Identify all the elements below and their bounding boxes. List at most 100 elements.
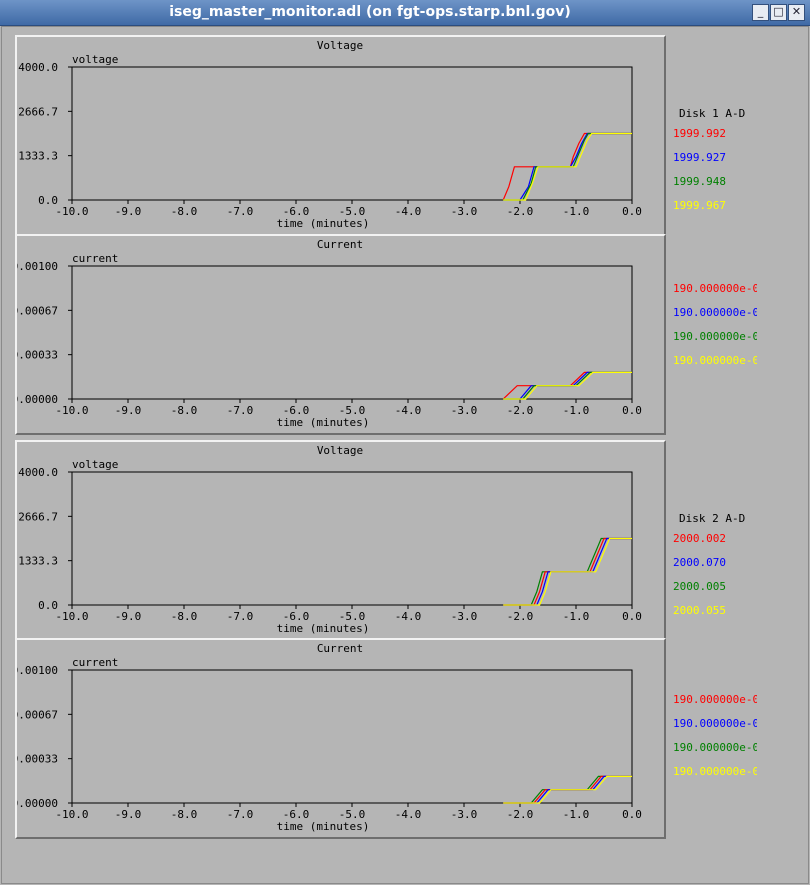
disk1-voltage-b: 1999.927 <box>673 151 726 164</box>
maximize-icon[interactable]: □ <box>770 4 787 21</box>
x-tick-label: -10.0 <box>55 205 88 218</box>
x-tick-label: 0.0 <box>622 205 642 218</box>
y-tick-label: 2666.7 <box>18 510 58 523</box>
disk1-current-c: 190.000000e-08 <box>673 330 757 343</box>
x-tick-label: -2.0 <box>507 808 534 821</box>
x-tick-label: -7.0 <box>227 808 254 821</box>
x-tick-label: -9.0 <box>115 404 142 417</box>
x-axis-label: time (minutes) <box>277 217 370 230</box>
window-title: iseg_master_monitor.adl (on fgt-ops.star… <box>169 4 571 20</box>
disk1-voltage-a: 1999.992 <box>673 127 726 140</box>
disk1-current-b: 190.000000e-08 <box>673 306 757 319</box>
y-axis-label: voltage <box>72 53 118 66</box>
x-tick-label: -5.0 <box>339 610 366 623</box>
legend-header-disk1: Disk 1 A-D <box>679 107 746 120</box>
x-tick-label: -3.0 <box>451 808 478 821</box>
x-tick-label: -1.0 <box>563 610 590 623</box>
x-tick-label: -8.0 <box>171 205 198 218</box>
legend-header-disk2: Disk 2 A-D <box>679 512 746 525</box>
y-tick-label: 0.0 <box>38 194 58 207</box>
y-axis-label: voltage <box>72 458 118 471</box>
chart-panel-disk2-current: Current current 0.00100 0.00067 0.00033 0.000… <box>15 638 666 839</box>
disk1-voltage-d: 1999.967 <box>673 199 726 212</box>
x-tick-label: -8.0 <box>171 808 198 821</box>
x-tick-label: -1.0 <box>563 808 590 821</box>
y-tick-label: 1333.3 <box>18 555 58 568</box>
x-tick-label: -9.0 <box>115 610 142 623</box>
series-line-yellow <box>503 371 632 400</box>
x-axis-label: time (minutes) <box>277 622 370 635</box>
chart-panel-disk1-current: Current current 0.00100 0.00067 0.00033 0.000… <box>15 234 666 435</box>
y-axis-label: current <box>72 252 118 265</box>
x-tick-label: -10.0 <box>55 808 88 821</box>
x-tick-label: -6.0 <box>283 808 310 821</box>
x-tick-label: 0.0 <box>622 404 642 417</box>
chart-disk2-voltage: Voltagevoltage4000.02666.71333.30.0-10.0… <box>18 444 642 635</box>
series-line-yellow <box>503 132 632 201</box>
chart-disk1-voltage: Voltagevoltage4000.02666.71333.30.0-10.0… <box>18 39 642 230</box>
window-body: Voltage voltage 4000.0 2666.7 1333.3 0.0 -10.0… <box>1 26 809 884</box>
x-axis-label: time (minutes) <box>277 416 370 429</box>
chart-title: Voltage <box>317 39 363 52</box>
disk1-current-d: 190.000000e-08 <box>673 354 757 367</box>
y-tick-label: 4000.0 <box>18 466 58 479</box>
disk2-voltage-a: 2000.002 <box>673 532 726 545</box>
y-tick-label: 0.0 <box>38 599 58 612</box>
y-tick-label: 0.00067 <box>17 304 58 317</box>
x-tick-label: -2.0 <box>507 404 534 417</box>
y-tick-label: 0.00000 <box>17 393 58 406</box>
x-tick-label: -2.0 <box>507 205 534 218</box>
x-tick-label: 0.0 <box>622 610 642 623</box>
x-tick-label: -3.0 <box>451 404 478 417</box>
x-tick-label: -9.0 <box>115 205 142 218</box>
x-tick-label: -8.0 <box>171 610 198 623</box>
chart-disk2-current: Current current 0.00100 0.00067 0.00033 0.000… <box>17 642 642 833</box>
x-tick-label: -3.0 <box>451 610 478 623</box>
series-line-yellow <box>503 537 632 606</box>
y-axis-label: current <box>72 656 118 669</box>
chart-panel-disk1-voltage: Voltage voltage 4000.0 2666.7 1333.3 0.0 -10.0… <box>15 35 666 236</box>
close-icon[interactable]: ✕ <box>788 4 805 21</box>
y-tick-label: 0.00067 <box>17 708 58 721</box>
x-tick-label: -4.0 <box>395 610 422 623</box>
disk2-voltage-c: 2000.005 <box>673 580 726 593</box>
x-axis-label: time (minutes) <box>277 820 370 833</box>
plot-frame <box>71 669 633 804</box>
x-tick-label: -4.0 <box>395 808 422 821</box>
y-tick-label: 2666.7 <box>18 105 58 118</box>
series-line-yellow <box>503 775 632 804</box>
x-tick-label: -10.0 <box>55 404 88 417</box>
y-tick-label: 0.00033 <box>17 753 58 766</box>
chart-panel-disk2-voltage: Voltage voltage 4000.0 2666.7 1333.3 0.0 -10.0… <box>15 440 666 641</box>
disk2-voltage-b: 2000.070 <box>673 556 726 569</box>
disk2-current-b: 190.000000e-08 <box>673 717 757 730</box>
x-tick-label: -6.0 <box>283 610 310 623</box>
x-tick-label: -8.0 <box>171 404 198 417</box>
x-tick-label: -5.0 <box>339 205 366 218</box>
y-tick-label: 4000.0 <box>18 61 58 74</box>
disk2-current-a: 190.000000e-08 <box>673 693 757 706</box>
minimize-icon[interactable]: _ <box>752 4 769 21</box>
x-tick-label: -7.0 <box>227 404 254 417</box>
disk2-current-c: 190.000000e-08 <box>673 741 757 754</box>
x-tick-label: -7.0 <box>227 205 254 218</box>
chart-disk1-current: Current current 0.00100 0.00067 0.00033 0.000… <box>17 238 642 429</box>
window-titlebar[interactable]: iseg_master_monitor.adl (on fgt-ops.star… <box>0 0 810 26</box>
y-tick-label: 0.00033 <box>17 349 58 362</box>
x-tick-label: -2.0 <box>507 610 534 623</box>
y-tick-label: 0.00000 <box>17 797 58 810</box>
x-tick-label: -9.0 <box>115 808 142 821</box>
x-tick-label: -1.0 <box>563 404 590 417</box>
plot-frame <box>71 265 633 400</box>
x-tick-label: -5.0 <box>339 808 366 821</box>
y-tick-label: 0.00100 <box>17 260 58 273</box>
x-tick-label: 0.0 <box>622 808 642 821</box>
plot-frame <box>71 471 633 606</box>
plot-frame <box>71 66 633 201</box>
chart-title: Current <box>317 642 363 655</box>
x-tick-label: -5.0 <box>339 404 366 417</box>
disk1-voltage-c: 1999.948 <box>673 175 726 188</box>
y-tick-label: 1333.3 <box>18 150 58 163</box>
disk2-current-d: 190.000000e-08 <box>673 765 757 778</box>
chart-title: Voltage <box>317 444 363 457</box>
